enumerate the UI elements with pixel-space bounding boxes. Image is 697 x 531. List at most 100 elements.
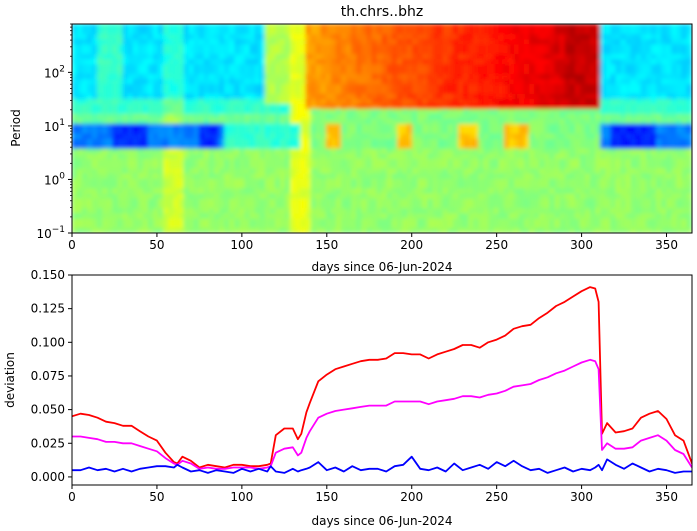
heatmap-cell: [219, 123, 225, 129]
heatmap-cell: [112, 202, 119, 209]
heatmap-cell: [437, 83, 444, 89]
heatmap-cell: [208, 128, 215, 134]
heatmap-cell: [544, 24, 551, 30]
heatmap-cell: [630, 68, 637, 75]
heatmap-cell: [178, 128, 185, 134]
heatmap-cell: [534, 197, 540, 204]
heatmap-cell: [274, 177, 281, 184]
heatmap-cell: [610, 113, 617, 119]
heatmap-cell: [539, 63, 545, 70]
heatmap-cell: [549, 128, 556, 134]
heatmap-cell: [147, 138, 154, 144]
heatmap-cell: [147, 63, 154, 70]
heatmap-cell: [381, 38, 388, 45]
heatmap-cell: [457, 163, 464, 169]
heatmap-cell: [259, 187, 266, 194]
heatmap-cell: [341, 98, 347, 104]
heatmap-cell: [584, 163, 591, 169]
heatmap-cell: [457, 138, 464, 144]
heatmap-cell: [447, 177, 454, 184]
heatmap-cell: [168, 118, 174, 124]
heatmap-cell: [72, 168, 78, 174]
heatmap-cell: [635, 88, 642, 94]
heatmap-cell: [254, 172, 261, 179]
heatmap-cell: [493, 123, 500, 129]
heatmap-cell: [529, 103, 535, 109]
heatmap-cell: [280, 63, 286, 70]
heatmap-cell: [366, 103, 373, 109]
heatmap-cell: [579, 212, 586, 219]
heatmap-cell: [402, 43, 408, 50]
heatmap-cell: [417, 43, 423, 50]
heatmap-cell: [351, 168, 357, 174]
heatmap-cell: [407, 38, 413, 45]
heatmap-cell: [361, 63, 368, 70]
heatmap-cell: [117, 123, 124, 129]
heatmap-cell: [213, 123, 220, 129]
heatmap-cell: [473, 153, 479, 159]
heatmap-cell: [117, 63, 124, 70]
heatmap-cell: [473, 48, 479, 55]
heatmap-cell: [574, 133, 581, 139]
heatmap-cell: [356, 88, 362, 94]
heatmap-cell: [325, 123, 332, 129]
heatmap-cell: [158, 33, 164, 40]
heatmap-cell: [269, 68, 276, 75]
heatmap-cell: [605, 182, 611, 189]
heatmap-cell: [503, 153, 510, 159]
heatmap-cell: [137, 73, 144, 80]
heatmap-cell: [315, 148, 322, 154]
heatmap-cell: [132, 108, 139, 114]
heatmap-cell: [351, 113, 357, 119]
heatmap-cell: [351, 123, 357, 129]
heatmap-cell: [574, 63, 581, 70]
heatmap-cell: [529, 24, 535, 30]
heatmap-cell: [102, 158, 108, 164]
heatmap-cell: [645, 28, 652, 35]
heatmap-cell: [513, 118, 520, 124]
heatmap-cell: [219, 172, 225, 179]
heatmap-cell: [432, 182, 439, 189]
heatmap-cell: [493, 78, 500, 85]
heatmap-cell: [544, 168, 551, 174]
heatmap-cell: [142, 227, 149, 233]
heatmap-cell: [371, 158, 378, 164]
heatmap-cell: [81, 98, 88, 104]
heatmap-cell: [102, 103, 108, 109]
heatmap-cell: [244, 118, 251, 124]
heatmap-cell: [417, 88, 423, 94]
heatmap-cell: [72, 222, 78, 229]
heatmap-cell: [417, 68, 423, 75]
heatmap-cell: [122, 148, 129, 154]
heatmap-cell: [371, 43, 378, 50]
heatmap-cell: [671, 68, 678, 75]
heatmap-cell: [142, 24, 149, 30]
heatmap-cell: [269, 118, 276, 124]
heatmap-cell: [198, 133, 205, 139]
heatmap-cell: [356, 58, 362, 65]
heatmap-cell: [285, 118, 291, 124]
heatmap-cell: [290, 227, 296, 233]
heatmap-cell: [330, 63, 337, 70]
heatmap-cell: [158, 118, 164, 124]
heatmap-cell: [381, 68, 388, 75]
heatmap-cell: [102, 153, 108, 159]
heatmap-cell: [651, 28, 657, 35]
heatmap-cell: [320, 227, 327, 233]
heatmap-cell: [244, 153, 251, 159]
heatmap-cell: [295, 48, 301, 55]
heatmap-cell: [290, 163, 296, 169]
heatmap-cell: [417, 138, 423, 144]
heatmap-cell: [488, 43, 495, 50]
heatmap-cell: [376, 108, 383, 114]
heatmap-cell: [574, 158, 581, 164]
heatmap-cell: [274, 123, 281, 129]
heatmap-cell: [86, 192, 93, 199]
heatmap-cell: [142, 53, 149, 60]
heatmap-cell: [671, 33, 678, 40]
heatmap-cell: [274, 93, 281, 99]
heatmap-cell: [285, 217, 291, 224]
heatmap-cell: [335, 53, 342, 60]
heatmap-cell: [168, 93, 174, 99]
heatmap-cell: [224, 192, 230, 199]
